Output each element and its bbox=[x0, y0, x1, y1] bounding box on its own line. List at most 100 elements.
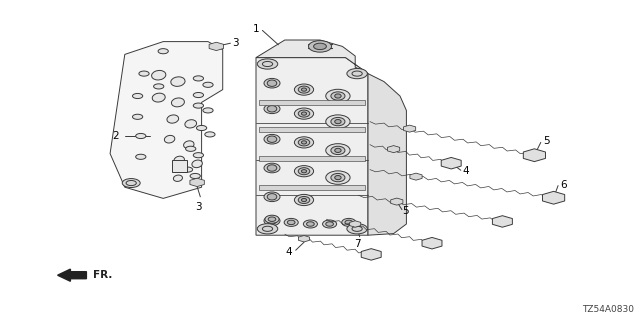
Circle shape bbox=[182, 167, 193, 172]
Circle shape bbox=[136, 154, 146, 159]
Polygon shape bbox=[422, 237, 442, 249]
Ellipse shape bbox=[326, 89, 350, 103]
Circle shape bbox=[158, 49, 168, 54]
Circle shape bbox=[193, 92, 204, 98]
Text: 1: 1 bbox=[253, 24, 259, 34]
Ellipse shape bbox=[287, 220, 295, 225]
Ellipse shape bbox=[152, 70, 166, 80]
Ellipse shape bbox=[301, 198, 307, 202]
Polygon shape bbox=[410, 173, 422, 180]
Ellipse shape bbox=[167, 115, 179, 123]
Polygon shape bbox=[256, 40, 368, 74]
FancyBboxPatch shape bbox=[259, 100, 365, 105]
Ellipse shape bbox=[335, 148, 341, 153]
Ellipse shape bbox=[264, 216, 280, 226]
Ellipse shape bbox=[152, 93, 165, 102]
Polygon shape bbox=[543, 191, 564, 204]
FancyBboxPatch shape bbox=[259, 156, 365, 161]
Circle shape bbox=[347, 68, 367, 79]
Ellipse shape bbox=[326, 115, 350, 128]
Polygon shape bbox=[349, 221, 361, 227]
Ellipse shape bbox=[264, 104, 280, 114]
Ellipse shape bbox=[298, 110, 310, 117]
Ellipse shape bbox=[264, 134, 280, 144]
Circle shape bbox=[136, 133, 146, 139]
Circle shape bbox=[190, 173, 200, 179]
Ellipse shape bbox=[268, 194, 277, 200]
Circle shape bbox=[196, 125, 207, 131]
Ellipse shape bbox=[323, 220, 337, 228]
Ellipse shape bbox=[301, 170, 307, 173]
FancyArrow shape bbox=[58, 269, 86, 281]
Circle shape bbox=[193, 153, 204, 158]
Ellipse shape bbox=[174, 156, 184, 164]
Circle shape bbox=[547, 194, 561, 201]
Ellipse shape bbox=[294, 137, 314, 148]
Ellipse shape bbox=[326, 144, 350, 157]
Ellipse shape bbox=[268, 218, 277, 224]
Text: FR.: FR. bbox=[93, 270, 112, 280]
Circle shape bbox=[193, 103, 204, 108]
Ellipse shape bbox=[335, 119, 341, 124]
Ellipse shape bbox=[184, 141, 194, 148]
Polygon shape bbox=[368, 74, 406, 235]
Text: 4: 4 bbox=[463, 166, 469, 176]
Circle shape bbox=[496, 218, 509, 225]
Ellipse shape bbox=[326, 222, 333, 226]
Ellipse shape bbox=[268, 165, 277, 171]
Ellipse shape bbox=[265, 215, 279, 223]
Ellipse shape bbox=[331, 173, 345, 182]
Ellipse shape bbox=[294, 166, 314, 177]
Ellipse shape bbox=[192, 160, 202, 168]
Ellipse shape bbox=[301, 112, 307, 115]
Text: 3: 3 bbox=[195, 202, 202, 212]
Ellipse shape bbox=[298, 86, 310, 93]
Polygon shape bbox=[390, 198, 403, 205]
Polygon shape bbox=[110, 42, 223, 198]
Circle shape bbox=[426, 240, 438, 246]
Circle shape bbox=[257, 224, 278, 234]
Ellipse shape bbox=[294, 84, 314, 95]
Ellipse shape bbox=[335, 175, 341, 180]
Ellipse shape bbox=[335, 94, 341, 98]
Ellipse shape bbox=[298, 196, 310, 204]
Text: 3: 3 bbox=[232, 37, 239, 48]
Ellipse shape bbox=[331, 146, 345, 155]
Polygon shape bbox=[441, 157, 461, 169]
Polygon shape bbox=[403, 125, 416, 132]
Circle shape bbox=[203, 82, 213, 87]
Polygon shape bbox=[361, 249, 381, 260]
Circle shape bbox=[365, 251, 378, 258]
Polygon shape bbox=[190, 178, 204, 187]
Ellipse shape bbox=[342, 219, 356, 227]
Ellipse shape bbox=[185, 120, 196, 128]
Ellipse shape bbox=[268, 80, 277, 86]
Circle shape bbox=[186, 146, 196, 151]
Ellipse shape bbox=[164, 135, 175, 143]
Ellipse shape bbox=[172, 98, 184, 107]
Circle shape bbox=[122, 179, 140, 188]
Circle shape bbox=[203, 108, 213, 113]
Ellipse shape bbox=[264, 192, 280, 202]
Ellipse shape bbox=[264, 78, 280, 88]
FancyBboxPatch shape bbox=[172, 160, 187, 172]
Ellipse shape bbox=[303, 220, 317, 228]
Polygon shape bbox=[492, 216, 513, 227]
Ellipse shape bbox=[331, 92, 345, 100]
Ellipse shape bbox=[345, 220, 353, 225]
Polygon shape bbox=[209, 42, 223, 51]
Circle shape bbox=[139, 71, 149, 76]
Text: TZ54A0830: TZ54A0830 bbox=[582, 305, 634, 314]
Circle shape bbox=[132, 114, 143, 119]
Ellipse shape bbox=[298, 168, 310, 175]
Ellipse shape bbox=[307, 222, 314, 226]
Circle shape bbox=[205, 132, 215, 137]
Ellipse shape bbox=[264, 163, 280, 173]
Circle shape bbox=[193, 76, 204, 81]
Ellipse shape bbox=[173, 175, 182, 181]
Circle shape bbox=[347, 224, 367, 234]
Circle shape bbox=[445, 160, 458, 166]
Text: 4: 4 bbox=[285, 247, 292, 257]
Polygon shape bbox=[256, 58, 368, 235]
Ellipse shape bbox=[301, 141, 307, 144]
